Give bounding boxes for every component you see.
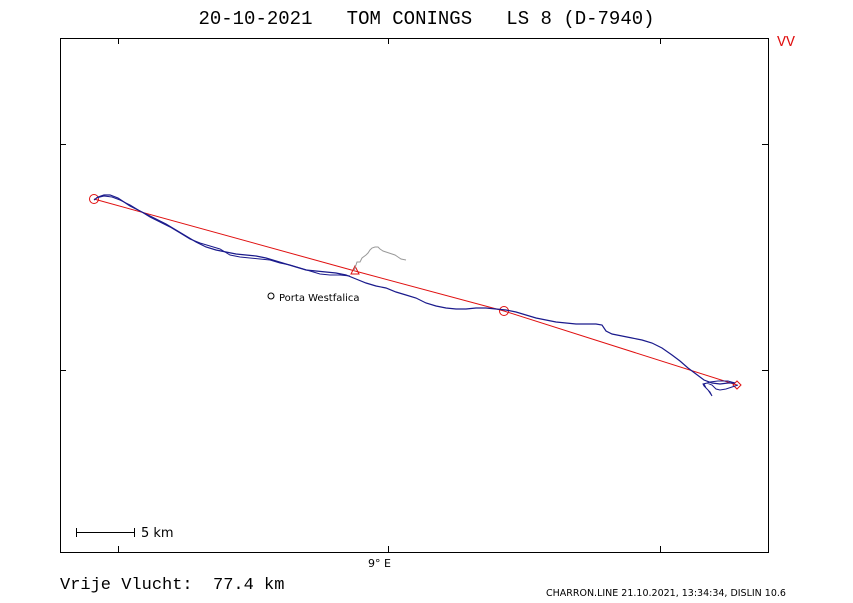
- finish-point: [732, 380, 742, 390]
- task-line: [93, 198, 738, 386]
- final-turns: [702, 380, 739, 397]
- grey-track: [353, 246, 407, 272]
- longitude-label: 9° E: [368, 557, 391, 570]
- distance-label: Vrije Vlucht:: [60, 576, 193, 595]
- distance-value: 77.4 km: [213, 576, 285, 595]
- scale-bar: [76, 528, 135, 537]
- flight-track: [93, 194, 735, 385]
- turnpoint-marker: [350, 264, 360, 275]
- start-point: [89, 194, 99, 204]
- axis-ticks: [60, 38, 768, 552]
- distance-summary: Vrije Vlucht: 77.4 km: [60, 576, 284, 595]
- footer-info: CHARRON.LINE 21.10.2021, 13:34:34, DISLI…: [546, 588, 786, 599]
- flight-track-outbound: [95, 195, 351, 277]
- flight-marker: VV: [777, 34, 796, 51]
- place-label-porta-westfalica: Porta Westfalica: [279, 293, 360, 304]
- map-title: 20-10-2021 TOM CONINGS LS 8 (D-7940): [198, 8, 655, 30]
- scale-bar-label: 5 km: [141, 526, 174, 541]
- map-frame: [60, 38, 769, 553]
- place-marker: [267, 292, 275, 300]
